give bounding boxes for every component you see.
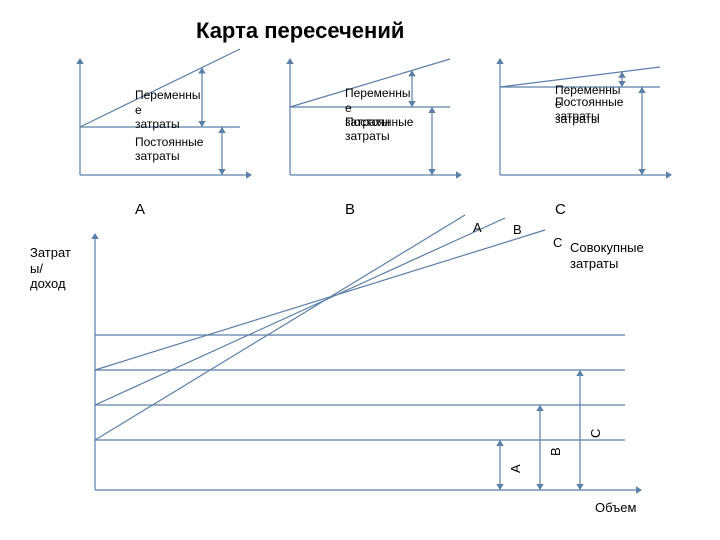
label-variable-A: Переменные затраты	[135, 88, 200, 131]
main-x-label: Объем	[595, 500, 636, 516]
vert-letter-C: C	[588, 429, 604, 438]
letter-A: A	[135, 201, 145, 219]
total-costs-label: Совокупныезатраты	[570, 240, 644, 271]
diag-letter-A: A	[473, 220, 482, 236]
label-fixed-B: Постоянные затраты	[345, 115, 413, 144]
vert-letter-A: A	[508, 464, 524, 473]
diag-letter-B: B	[513, 222, 522, 238]
letter-C: C	[555, 201, 566, 219]
diag-letter-C: C	[553, 235, 562, 251]
label-fixed-A: Постоянные затраты	[135, 135, 203, 164]
letter-B: B	[345, 201, 355, 219]
main-y-label: Затраты/ доход	[30, 245, 71, 292]
label-fixed-C: Постоянные затраты	[555, 95, 623, 124]
vert-letter-B: B	[548, 447, 564, 456]
